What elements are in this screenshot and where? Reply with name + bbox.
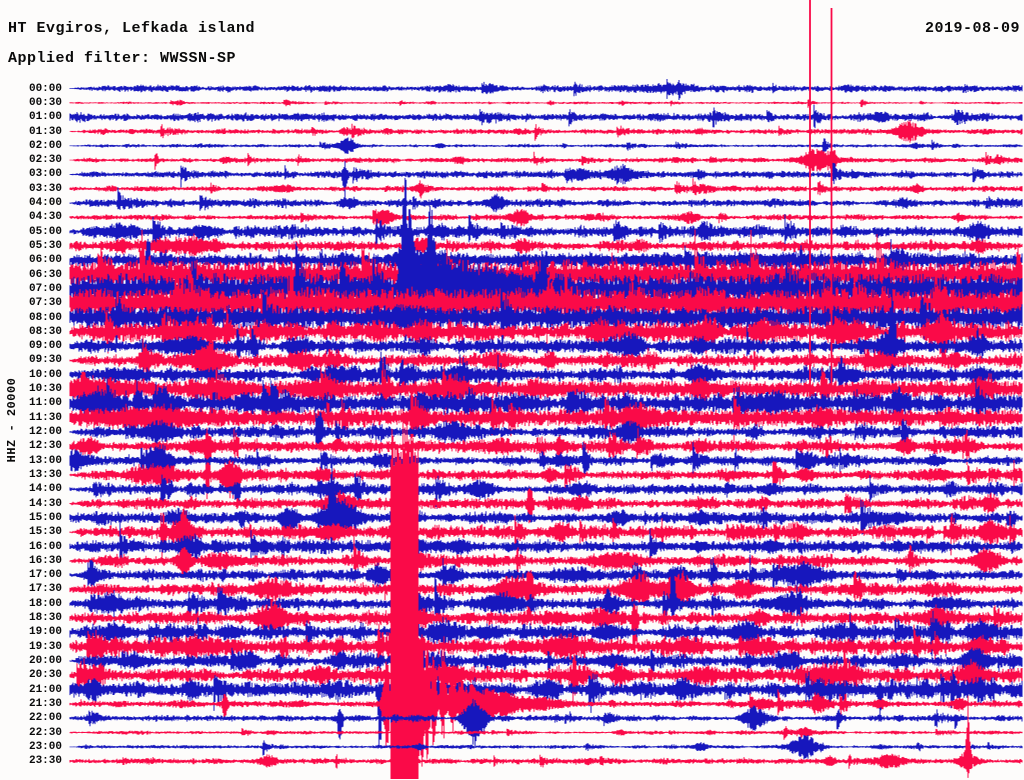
time-label-1930: 19:30 bbox=[28, 640, 62, 653]
time-label-0000: 00:00 bbox=[28, 82, 62, 95]
trace-1430 bbox=[69, 488, 1023, 524]
station-title: HT Evgiros, Lefkada island bbox=[8, 20, 256, 37]
time-label-1130: 11:30 bbox=[28, 411, 62, 424]
trace-2000 bbox=[69, 647, 1023, 679]
trace-0600 bbox=[69, 238, 1023, 286]
time-label-0500: 05:00 bbox=[28, 225, 62, 238]
trace-1730 bbox=[69, 570, 1023, 626]
time-label-0030: 00:30 bbox=[28, 96, 62, 109]
time-label-1030: 10:30 bbox=[28, 383, 62, 396]
time-label-1900: 19:00 bbox=[28, 626, 62, 639]
trace-1600 bbox=[69, 522, 1023, 565]
trace-0530 bbox=[69, 233, 1023, 259]
trace-0830 bbox=[69, 308, 1023, 366]
time-label-0300: 03:00 bbox=[28, 168, 62, 181]
time-label-1800: 18:00 bbox=[28, 597, 62, 610]
trace-0000 bbox=[69, 79, 1023, 100]
trace-0300 bbox=[69, 161, 1023, 201]
trace-2300 bbox=[69, 735, 1023, 760]
trace-0100 bbox=[69, 104, 1023, 129]
time-label-0700: 07:00 bbox=[28, 282, 62, 295]
trace-1630 bbox=[69, 537, 1023, 584]
trace-1300 bbox=[69, 442, 1023, 484]
time-label-1630: 16:30 bbox=[28, 554, 62, 567]
time-label-1830: 18:30 bbox=[28, 612, 62, 625]
time-label-1100: 11:00 bbox=[28, 397, 62, 410]
time-label-2300: 23:00 bbox=[28, 740, 62, 753]
time-label-0930: 09:30 bbox=[28, 354, 62, 367]
time-label-0200: 02:00 bbox=[28, 139, 62, 152]
trace-1230 bbox=[69, 427, 1023, 500]
trace-0930 bbox=[69, 327, 1023, 425]
trace-2330 bbox=[69, 695, 1023, 778]
trace-2130 bbox=[69, 424, 1023, 779]
time-label-0100: 01:00 bbox=[28, 111, 62, 124]
date-label: 2019-08-09 bbox=[924, 20, 1020, 37]
time-label-1230: 12:30 bbox=[28, 440, 62, 453]
time-label-2200: 22:00 bbox=[28, 712, 62, 725]
trace-1830 bbox=[69, 598, 1023, 655]
trace-1000 bbox=[69, 351, 1023, 399]
time-label-0730: 07:30 bbox=[28, 297, 62, 310]
time-label-1430: 14:30 bbox=[28, 497, 62, 510]
applied-filter-label: Applied filter: WWSSN-SP bbox=[8, 50, 237, 67]
trace-2230 bbox=[69, 726, 1023, 740]
trace-0900 bbox=[69, 296, 1023, 393]
trace-1530 bbox=[69, 505, 1023, 578]
trace-0430 bbox=[69, 209, 1023, 227]
time-label-1000: 10:00 bbox=[28, 368, 62, 381]
trace-0200 bbox=[69, 137, 1023, 154]
time-label-0630: 06:30 bbox=[28, 268, 62, 281]
trace-1500 bbox=[69, 458, 1023, 554]
time-label-1700: 17:00 bbox=[28, 569, 62, 582]
trace-0030 bbox=[69, 99, 1023, 108]
time-label-0430: 04:30 bbox=[28, 211, 62, 224]
time-label-1300: 13:00 bbox=[28, 454, 62, 467]
time-label-0800: 08:00 bbox=[28, 311, 62, 324]
time-label-2130: 21:30 bbox=[28, 697, 62, 710]
time-label-1400: 14:00 bbox=[28, 483, 62, 496]
time-label-1600: 16:00 bbox=[28, 540, 62, 553]
time-label-0230: 02:30 bbox=[28, 154, 62, 167]
trace-2200 bbox=[69, 698, 1023, 746]
trace-0500 bbox=[69, 214, 1023, 248]
time-label-2330: 23:30 bbox=[28, 755, 62, 768]
time-label-1200: 12:00 bbox=[28, 426, 62, 439]
trace-1400 bbox=[69, 473, 1023, 509]
trace-1030 bbox=[69, 360, 1023, 419]
trace-1130 bbox=[69, 384, 1023, 451]
time-label-2100: 21:00 bbox=[28, 683, 62, 696]
time-label-2000: 20:00 bbox=[28, 655, 62, 667]
time-label-1730: 17:30 bbox=[28, 583, 62, 596]
time-label-1330: 13:30 bbox=[28, 468, 62, 481]
time-label-0400: 04:00 bbox=[28, 197, 62, 210]
time-label-1530: 15:30 bbox=[28, 526, 62, 539]
time-label-0900: 09:00 bbox=[28, 340, 62, 353]
trace-0330 bbox=[69, 178, 1023, 199]
trace-0230 bbox=[69, 148, 1023, 172]
time-label-2230: 22:30 bbox=[28, 726, 62, 739]
trace-0400 bbox=[69, 187, 1023, 213]
time-label-0530: 05:30 bbox=[28, 240, 62, 252]
trace-1700 bbox=[69, 554, 1023, 595]
trace-1330 bbox=[69, 459, 1023, 499]
time-label-0130: 01:30 bbox=[28, 125, 62, 138]
trace-0130 bbox=[69, 120, 1023, 143]
trace-1900 bbox=[69, 610, 1023, 657]
time-label-2030: 20:30 bbox=[28, 669, 62, 682]
time-label-0330: 03:30 bbox=[28, 182, 62, 195]
trace-1930 bbox=[69, 623, 1023, 672]
trace-1800 bbox=[69, 566, 1023, 627]
time-label-0600: 06:00 bbox=[28, 254, 62, 267]
trace-1200 bbox=[69, 411, 1023, 450]
time-label-1500: 15:00 bbox=[28, 511, 62, 524]
time-label-0830: 08:30 bbox=[28, 325, 62, 338]
